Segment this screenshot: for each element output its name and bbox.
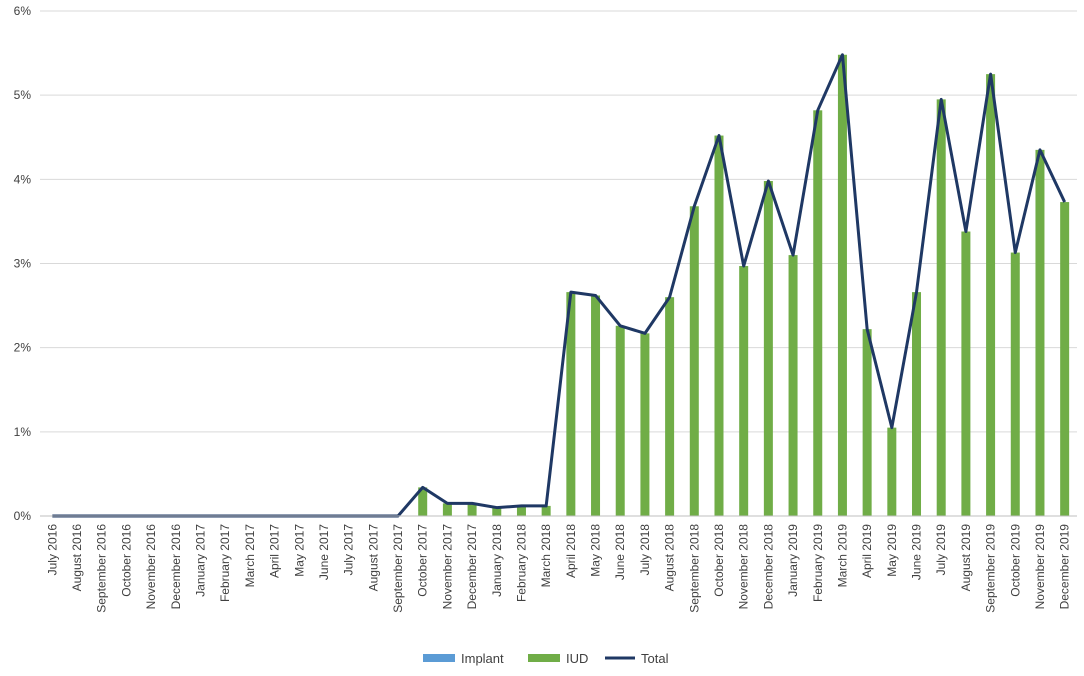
x-axis-ticks: July 2016 August 2016 September 2016 Octobe… [45, 524, 1071, 613]
x-tick-label: December 2016 [169, 524, 183, 610]
bar-iud [887, 427, 897, 516]
x-tick-label: September 2018 [687, 524, 701, 613]
bar-iud [986, 74, 996, 516]
legend-label-iud: IUD [566, 651, 588, 666]
y-tick-label: 4% [14, 172, 32, 186]
x-tick-label: May 2019 [885, 524, 899, 577]
x-tick-label: November 2019 [1033, 524, 1047, 610]
bar-iud [739, 266, 749, 516]
x-tick-label: December 2017 [465, 524, 479, 610]
x-tick-label: March 2019 [835, 524, 849, 588]
y-tick-label: 0% [14, 509, 32, 523]
bar-iud [961, 231, 971, 516]
bar-iud [1060, 202, 1070, 516]
bar-iud [541, 505, 551, 516]
legend-swatch-implant [423, 654, 455, 662]
x-tick-label: January 2017 [193, 524, 207, 597]
x-tick-label: July 2017 [342, 524, 356, 576]
x-tick-label: November 2018 [737, 524, 751, 610]
x-tick-label: October 2016 [119, 524, 133, 597]
x-tick-label: May 2017 [292, 524, 306, 577]
x-tick-label: May 2018 [589, 524, 603, 577]
x-tick-label: February 2019 [811, 524, 825, 602]
bar-iud [442, 503, 452, 516]
x-tick-label: January 2019 [786, 524, 800, 597]
legend-label-implant: Implant [461, 651, 504, 666]
x-tick-label: March 2017 [243, 524, 257, 588]
bar-iud [689, 206, 699, 516]
x-tick-label: April 2017 [268, 524, 282, 578]
x-tick-label: December 2019 [1058, 524, 1072, 610]
x-tick-label: April 2019 [860, 524, 874, 578]
x-tick-label: March 2018 [539, 524, 553, 588]
y-tick-label: 5% [14, 88, 32, 102]
x-tick-label: January 2018 [490, 524, 504, 597]
bar-iud [591, 295, 601, 516]
x-tick-label: October 2018 [712, 524, 726, 597]
bar-iud [640, 333, 650, 516]
x-tick-label: August 2016 [70, 524, 84, 592]
bar-iud [418, 487, 428, 516]
legend-swatch-iud [528, 654, 560, 662]
bars [418, 54, 1070, 517]
x-tick-label: July 2016 [45, 524, 59, 576]
bar-iud [813, 110, 823, 517]
x-tick-label: September 2016 [95, 524, 109, 613]
x-tick-label: October 2019 [1008, 524, 1022, 597]
x-tick-label: July 2018 [638, 524, 652, 576]
x-tick-label: October 2017 [416, 524, 430, 597]
gridlines [40, 10, 1077, 433]
y-axis-ticks: 0% 1% 2% 3% 4% 5% 6% [14, 4, 32, 523]
bar-iud [492, 507, 502, 516]
bar-iud [788, 255, 798, 517]
bar-iud [1035, 149, 1045, 516]
bar-iud [936, 99, 946, 516]
x-tick-label: February 2017 [218, 524, 232, 602]
bar-iud [763, 181, 773, 516]
y-tick-label: 1% [14, 425, 32, 439]
bar-iud [837, 54, 847, 517]
legend: Implant IUD Total [423, 651, 669, 666]
x-tick-label: June 2018 [613, 524, 627, 580]
x-tick-label: August 2017 [366, 524, 380, 592]
x-tick-label: April 2018 [564, 524, 578, 578]
bar-iud [714, 135, 724, 517]
legend-label-total: Total [641, 651, 669, 666]
bar-iud [615, 325, 625, 516]
x-tick-label: September 2019 [984, 524, 998, 613]
x-tick-label: February 2018 [514, 524, 528, 602]
x-tick-label: November 2016 [144, 524, 158, 610]
x-tick-label: September 2017 [391, 524, 405, 613]
bar-iud [862, 329, 872, 516]
x-tick-label: July 2019 [934, 524, 948, 576]
x-tick-label: August 2018 [663, 524, 677, 592]
bar-iud [912, 292, 922, 516]
bar-iud [665, 297, 675, 516]
x-tick-label: June 2019 [910, 524, 924, 580]
y-tick-label: 6% [14, 4, 32, 18]
x-tick-label: August 2019 [959, 524, 973, 592]
y-tick-label: 2% [14, 341, 32, 355]
y-tick-label: 3% [14, 257, 32, 271]
bar-iud [516, 505, 526, 516]
bar-iud [1010, 252, 1020, 516]
x-tick-label: November 2017 [440, 524, 454, 610]
x-tick-label: June 2017 [317, 524, 331, 580]
bar-iud [467, 503, 477, 516]
x-tick-label: December 2018 [761, 524, 775, 610]
bar-iud [566, 292, 576, 516]
